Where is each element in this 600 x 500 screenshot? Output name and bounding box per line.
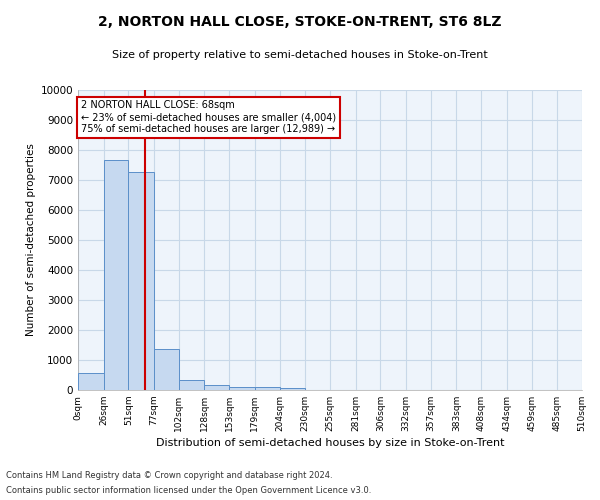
Bar: [128, 172, 154, 390]
Bar: [280, 388, 305, 390]
Bar: [255, 387, 280, 390]
Bar: [154, 349, 179, 390]
Y-axis label: Number of semi-detached properties: Number of semi-detached properties: [26, 144, 37, 336]
Text: Contains HM Land Registry data © Crown copyright and database right 2024.: Contains HM Land Registry data © Crown c…: [6, 471, 332, 480]
X-axis label: Distribution of semi-detached houses by size in Stoke-on-Trent: Distribution of semi-detached houses by …: [156, 438, 504, 448]
Text: 2, NORTON HALL CLOSE, STOKE-ON-TRENT, ST6 8LZ: 2, NORTON HALL CLOSE, STOKE-ON-TRENT, ST…: [98, 15, 502, 29]
Bar: [104, 160, 128, 390]
Bar: [179, 380, 205, 390]
Bar: [78, 373, 104, 390]
Text: 2 NORTON HALL CLOSE: 68sqm
← 23% of semi-detached houses are smaller (4,004)
75%: 2 NORTON HALL CLOSE: 68sqm ← 23% of semi…: [81, 100, 336, 134]
Text: Contains public sector information licensed under the Open Government Licence v3: Contains public sector information licen…: [6, 486, 371, 495]
Text: Size of property relative to semi-detached houses in Stoke-on-Trent: Size of property relative to semi-detach…: [112, 50, 488, 60]
Bar: [229, 386, 255, 390]
Bar: [205, 385, 229, 390]
